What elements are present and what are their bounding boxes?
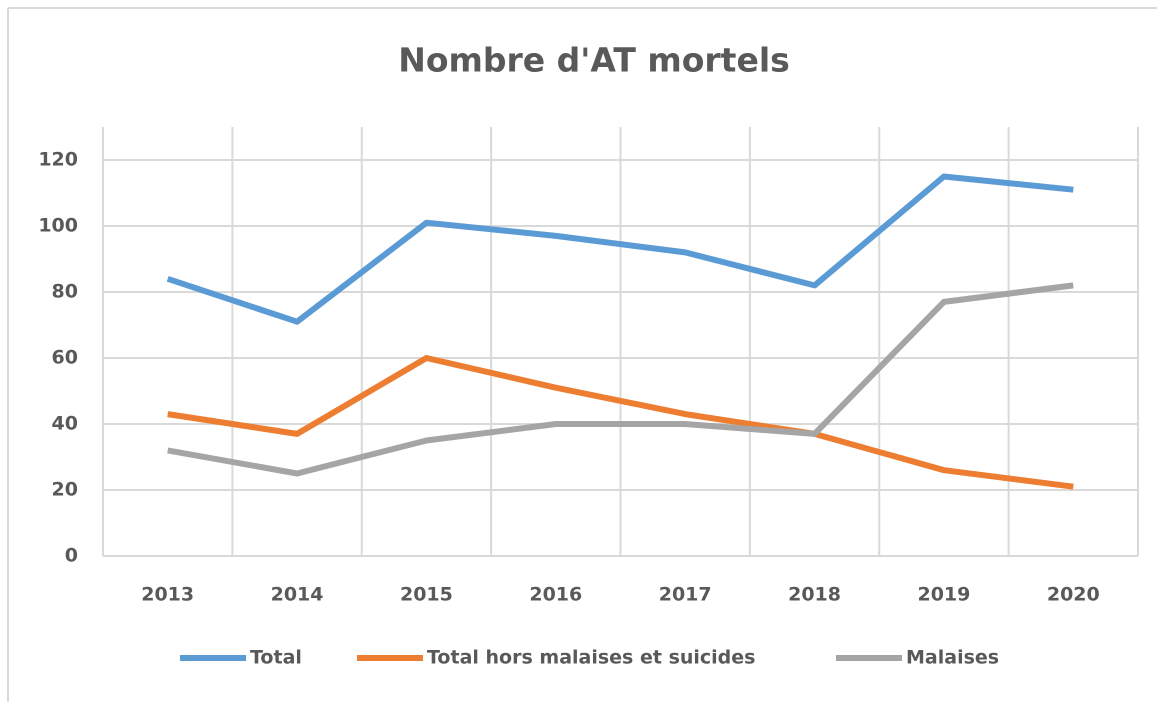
y-tick-label: 40: [52, 413, 78, 435]
y-tick-label: 120: [38, 149, 78, 171]
x-tick-label: 2020: [1047, 584, 1100, 606]
x-tick-label: 2017: [659, 584, 712, 606]
series-line: [167, 282, 1074, 477]
y-tick-label: 80: [52, 281, 78, 303]
x-tick-label: 2019: [917, 584, 970, 606]
legend-label: Total hors malaises et suicides: [427, 647, 755, 669]
x-tick-label: 2013: [141, 584, 194, 606]
legend-label: Total: [250, 647, 302, 669]
x-tick-label: 2014: [271, 584, 324, 606]
series-line: [166, 173, 1074, 325]
x-tick-label: 2015: [400, 584, 453, 606]
y-tick-label: 60: [52, 347, 78, 369]
x-tick-label: 2018: [788, 584, 841, 606]
chart-title: Nombre d'AT mortels: [398, 41, 790, 80]
legend-label: Malaises: [906, 647, 999, 669]
y-tick-label: 20: [52, 479, 78, 501]
x-tick-label: 2016: [529, 584, 582, 606]
y-tick-label: 100: [38, 215, 78, 237]
y-tick-label: 0: [65, 545, 78, 567]
series-line: [167, 355, 1074, 490]
